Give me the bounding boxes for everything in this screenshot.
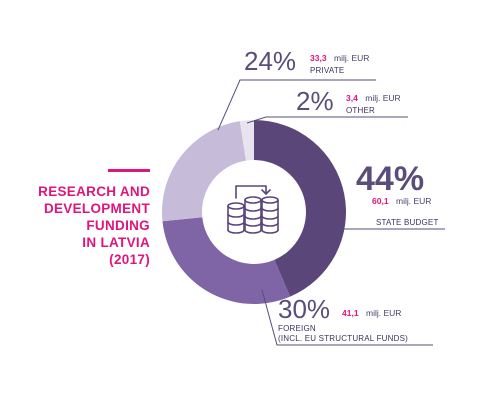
category-label: (INCL. EU STRUCTURAL FUNDS) xyxy=(278,334,408,343)
amount-value: 3,4 xyxy=(346,93,358,103)
amount-value: 41,1 xyxy=(342,308,359,318)
label-private: 24% 33,3 milj. EUR PRIVATE xyxy=(244,46,369,76)
title-line: DEVELOPMENT xyxy=(44,201,151,216)
amount-value: 33,3 xyxy=(310,53,327,63)
amount-label: 33,3 milj. EUR xyxy=(310,48,369,65)
amount-label: 41,1 milj. EUR xyxy=(342,303,401,320)
chart-title: RESEARCH AND DEVELOPMENT FUNDING IN LATV… xyxy=(38,184,150,267)
title-line: FUNDING xyxy=(86,218,150,233)
category-label: PRIVATE xyxy=(310,66,344,75)
title-line: IN LATVIA xyxy=(82,235,150,250)
category-label: STATE BUDGET xyxy=(376,218,439,227)
amount-label: 60,1 milj. EUR xyxy=(372,191,431,208)
percent-label: 30% xyxy=(278,294,330,324)
donut-slice-private xyxy=(162,121,246,222)
percent-label: 24% xyxy=(244,46,296,76)
label-state-budget: 44% 60,1 milj. EUR STATE BUDGET xyxy=(356,160,439,227)
category-label: FOREIGN xyxy=(278,324,316,333)
percent-label: 44% xyxy=(356,160,424,198)
amount-label: 3,4 milj. EUR xyxy=(346,88,401,105)
amount-unit: milj. EUR xyxy=(365,93,400,103)
amount-unit: milj. EUR xyxy=(366,308,401,318)
leader-line-other xyxy=(246,116,408,124)
label-foreign: 30% 41,1 milj. EUR FOREIGN (INCL. EU STR… xyxy=(278,294,408,343)
donut-slice-foreign xyxy=(162,217,291,304)
amount-value: 60,1 xyxy=(372,196,389,206)
leader-lines xyxy=(217,79,445,346)
label-other: 2% 3,4 milj. EUR OTHER xyxy=(296,86,401,116)
category-label: OTHER xyxy=(346,106,375,115)
title-accent-bar xyxy=(108,169,150,172)
coins-stack-transfer-icon xyxy=(227,185,279,234)
percent-label: 2% xyxy=(296,86,334,116)
title-line: RESEARCH AND xyxy=(38,184,150,199)
donut-slice-state-budget xyxy=(254,120,346,297)
leader-line-private xyxy=(217,79,376,131)
donut-slices xyxy=(162,120,346,304)
amount-unit: milj. EUR xyxy=(334,53,369,63)
amount-unit: milj. EUR xyxy=(396,196,431,206)
donut-slice-other xyxy=(239,120,254,161)
leader-line-foreign xyxy=(261,289,433,346)
title-line: (2017) xyxy=(109,252,150,267)
